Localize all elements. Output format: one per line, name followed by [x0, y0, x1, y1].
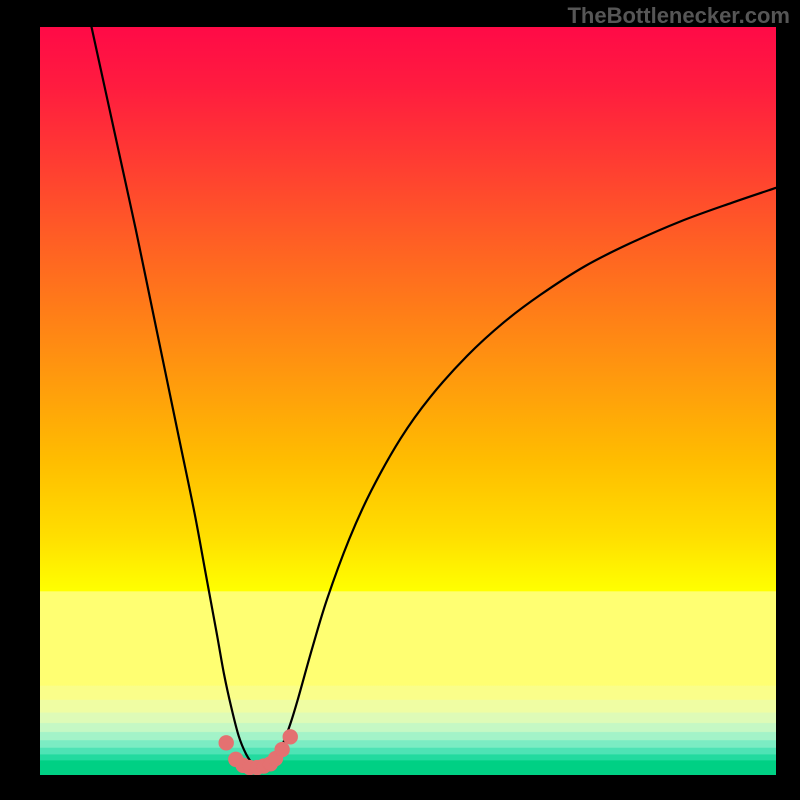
bottleneck-chart	[40, 27, 776, 775]
chart-background	[40, 27, 776, 775]
optimum-marker	[219, 736, 233, 750]
watermark-label: TheBottlenecker.com	[567, 3, 790, 29]
optimum-marker	[283, 730, 297, 744]
optimum-marker	[275, 742, 289, 756]
figure-root: TheBottlenecker.com	[0, 0, 800, 800]
